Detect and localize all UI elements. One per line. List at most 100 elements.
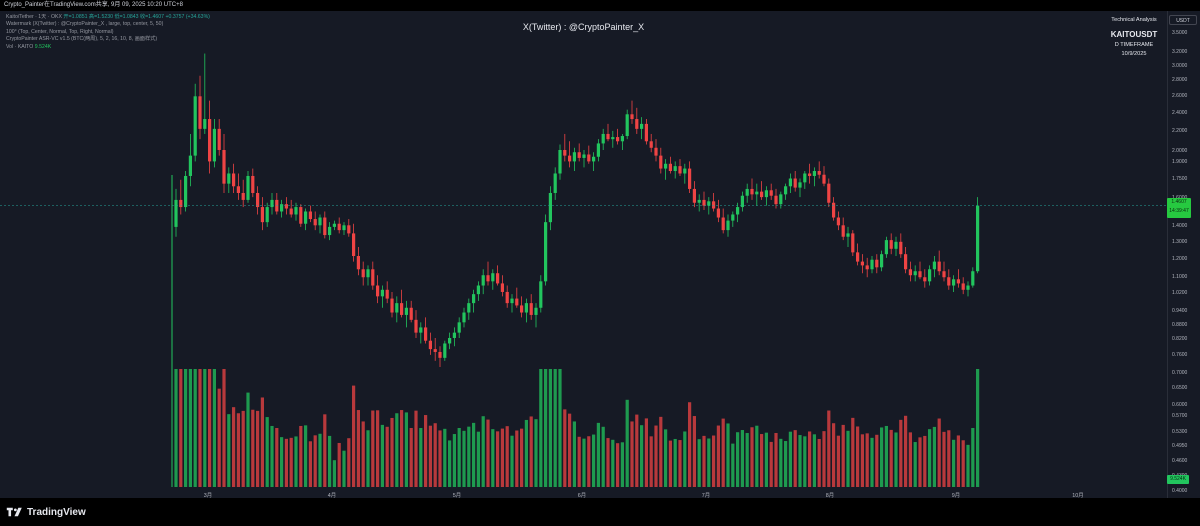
tradingview-logo[interactable]: TradingView	[6, 506, 86, 518]
price-axis-label: 0.8200	[1172, 336, 1188, 343]
volume-bar	[707, 438, 711, 487]
volume-bar	[208, 369, 212, 487]
candle-body	[884, 240, 888, 255]
volume-bar	[932, 426, 936, 487]
volume-bar	[644, 418, 648, 487]
currency-tag[interactable]: USDT	[1169, 15, 1197, 25]
candle-body	[664, 163, 668, 169]
candle-body	[524, 303, 528, 313]
volume-bar	[260, 397, 264, 487]
legend-indicator-asr[interactable]: CryptoPainter ASR-VC v1.5 (BTC(两周), 5, 2…	[6, 36, 158, 43]
volume-bar	[500, 428, 504, 487]
candle-body	[208, 119, 212, 162]
candle-body	[188, 155, 192, 176]
volume-bar	[304, 425, 308, 487]
volume-bar	[913, 442, 917, 487]
volume-bar	[246, 392, 250, 487]
price-axis-label: 2.8000	[1172, 77, 1188, 84]
price-axis-label: 0.6000	[1172, 402, 1188, 409]
candle-body	[712, 201, 716, 209]
volume-bar	[409, 428, 413, 487]
volume-bar	[299, 425, 303, 487]
candle-body	[203, 119, 207, 129]
candle-body	[356, 256, 360, 270]
candle-body	[476, 285, 480, 295]
candle-body	[572, 152, 576, 162]
volume-bar	[193, 369, 197, 487]
candle-body	[971, 271, 975, 286]
time-axis-label: 6月	[577, 493, 587, 499]
current-price-badge: 1.4607 14:39:47	[1167, 197, 1191, 218]
time-axis-label: 4月	[327, 493, 337, 499]
volume-bar	[587, 436, 591, 487]
candle-body	[260, 207, 264, 223]
legend-indicator-info[interactable]: 100° (Top, Center, Normal, Top, Right, N…	[6, 28, 114, 35]
candle-body	[496, 273, 500, 284]
candle-body	[308, 211, 312, 220]
candle-body	[827, 183, 831, 203]
volume-bar	[779, 438, 783, 487]
legend-volume-line[interactable]: Vol · KAITO 9.524K	[6, 44, 210, 51]
legend-indicator-watermark[interactable]: Watermark (X(Twitter) : @CryptoPainter_X…	[6, 21, 164, 28]
candle-body	[966, 285, 970, 290]
volume-bar	[548, 369, 552, 487]
candle-body	[851, 233, 855, 253]
volume-bar	[908, 432, 912, 487]
candle-body	[640, 123, 644, 129]
candle-body	[928, 269, 932, 282]
price-axis-label: 0.4950	[1172, 443, 1188, 449]
candle-body	[764, 190, 768, 198]
watermark-text: X(Twitter) : @CryptoPainter_X	[522, 22, 645, 32]
candle-body	[380, 289, 384, 297]
candle-body	[424, 327, 428, 341]
volume-bar	[203, 369, 207, 487]
info-box-timeframe: D TIMEFRAME	[1114, 42, 1154, 48]
volume-bar	[481, 416, 485, 487]
candle-body	[414, 319, 418, 333]
volume-bar	[284, 438, 288, 487]
candle-body	[544, 222, 548, 282]
volume-bar	[745, 433, 749, 487]
volume-bar	[433, 423, 437, 487]
candle-body	[515, 298, 519, 306]
candle-body	[366, 269, 370, 278]
candle-body	[582, 154, 586, 158]
volume-bar	[198, 369, 202, 487]
candle-body	[937, 261, 941, 272]
candle-body	[318, 217, 322, 226]
candle-body	[548, 192, 552, 223]
candle-body	[611, 137, 615, 140]
legend-symbol-line[interactable]: Kaito/Tether · 1天 · OKX 开=1.0851 高=1.523…	[6, 14, 210, 21]
candle-body	[404, 307, 408, 315]
volume-bar	[625, 399, 629, 487]
candle-body	[184, 175, 188, 208]
candle-body	[534, 307, 538, 315]
volume-bar	[457, 428, 461, 487]
current-price-countdown: 14:39:47	[1169, 208, 1189, 215]
volume-bar	[356, 410, 360, 487]
volume-bar	[712, 435, 716, 487]
volume-bar	[640, 425, 644, 487]
volume-bar	[899, 419, 903, 487]
candle-body	[616, 137, 620, 142]
price-axis[interactable]	[1167, 11, 1200, 498]
candle-body	[361, 269, 365, 278]
volume-bar	[572, 421, 576, 487]
candle-body	[280, 204, 284, 212]
volume-bar	[236, 413, 240, 487]
volume-bar	[496, 431, 500, 487]
candle-body	[649, 141, 653, 148]
legend-symbol[interactable]: Kaito/Tether · 1天 · OKX	[6, 14, 62, 20]
volume-bar	[332, 460, 336, 487]
price-axis-label: 2.4000	[1172, 109, 1188, 116]
volume-bar	[256, 410, 260, 487]
footer-bar	[0, 498, 1200, 526]
volume-bar	[764, 432, 768, 487]
candle-body	[644, 123, 648, 142]
candle-body	[294, 207, 298, 215]
candle-body	[251, 175, 255, 193]
volume-bar	[942, 431, 946, 487]
time-axis-label: 3月	[203, 493, 213, 499]
candle-body	[222, 149, 226, 184]
